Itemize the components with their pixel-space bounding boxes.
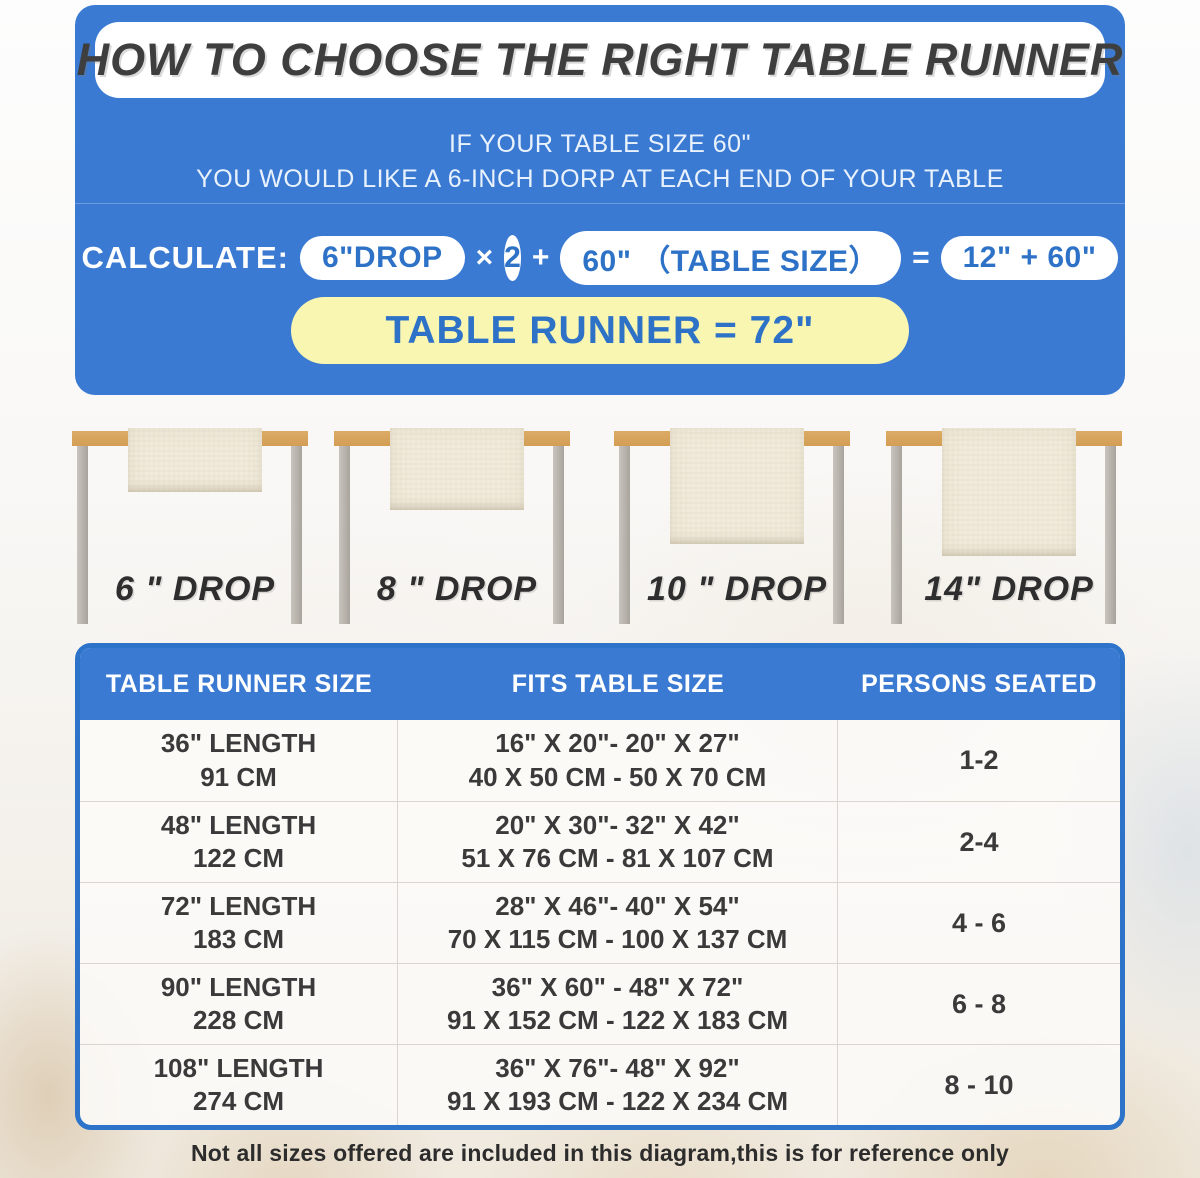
runner-size-inches: 108" LENGTH	[153, 1052, 324, 1083]
table-size-pill: 60" （TABLE SIZE）	[560, 231, 902, 285]
fits-size-cell: 36" X 76"- 48" X 92" 91 X 193 CM - 122 X…	[398, 1045, 838, 1125]
runner-size-cm: 91 CM	[200, 761, 277, 792]
table-row: 48" LENGTH 122 CM 20" X 30"- 32" X 42" 5…	[80, 801, 1120, 882]
fits-size-cell: 20" X 30"- 32" X 42" 51 X 76 CM - 81 X 1…	[398, 802, 838, 882]
instruction-banner: HOW TO CHOOSE THE RIGHT TABLE RUNNER IF …	[75, 5, 1125, 395]
title-box: HOW TO CHOOSE THE RIGHT TABLE RUNNER	[77, 22, 1122, 98]
table-figure-10-drop: 10 " DROP	[614, 420, 850, 632]
multiplier-circle: 2	[504, 235, 521, 281]
persons-seated-cell: 8 - 10	[944, 1069, 1014, 1100]
fits-size-inches: 36" X 76"- 48" X 92"	[495, 1052, 740, 1083]
drop-examples-section: 6 " DROP 8 " DROP 10 " DROP 14" DROP	[0, 420, 1200, 645]
table-figure-8-drop: 8 " DROP	[334, 420, 570, 632]
table-runner-cloth	[670, 428, 804, 544]
fits-size-cm: 91 X 152 CM - 122 X 183 CM	[446, 1005, 789, 1035]
fits-size-inches: 16" X 20"- 20" X 27"	[495, 728, 740, 759]
times-operator: ×	[475, 241, 494, 274]
runner-size-cm: 228 CM	[192, 1005, 285, 1035]
persons-seated-cell: 2-4	[959, 826, 999, 857]
table-leg-right	[291, 446, 302, 624]
table-row: 108" LENGTH 274 CM 36" X 76"- 48" X 92" …	[80, 1044, 1120, 1125]
drop-value-pill: 6"DROP	[300, 236, 465, 280]
size-chart-header: TABLE RUNNER SIZE FITS TABLE SIZE PERSON…	[80, 648, 1120, 720]
header-persons-seated: PERSONS SEATED	[861, 669, 1097, 698]
runner-size-cm: 183 CM	[192, 924, 285, 954]
fits-size-cell: 16" X 20"- 20" X 27" 40 X 50 CM - 50 X 7…	[398, 720, 838, 801]
equals-operator: =	[912, 241, 930, 274]
drop-label: 8 " DROP	[376, 570, 538, 608]
table-leg-left	[891, 446, 902, 624]
runner-size-cm: 122 CM	[192, 843, 285, 873]
persons-seated-cell: 4 - 6	[951, 907, 1007, 938]
table-leg-right	[833, 446, 844, 624]
size-chart: TABLE RUNNER SIZE FITS TABLE SIZE PERSON…	[75, 643, 1125, 1130]
drop-label: 10 " DROP	[646, 570, 828, 608]
table-runner-cloth	[128, 428, 262, 492]
runner-size-cell: 108" LENGTH 274 CM	[80, 1045, 398, 1125]
sum-pill: 12" + 60"	[940, 236, 1119, 280]
runner-size-cell: 36" LENGTH 91 CM	[80, 720, 398, 801]
runner-size-inches: 48" LENGTH	[160, 809, 317, 840]
runner-size-cell: 90" LENGTH 228 CM	[80, 964, 398, 1044]
table-row: 72" LENGTH 183 CM 28" X 46"- 40" X 54" 7…	[80, 882, 1120, 963]
runner-size-inches: 90" LENGTH	[160, 971, 317, 1002]
table-runner-result-pill: TABLE RUNNER = 72"	[291, 297, 909, 364]
fits-size-inches: 36" X 60" - 48" X 72"	[491, 971, 744, 1002]
size-chart-body: 36" LENGTH 91 CM 16" X 20"- 20" X 27" 40…	[80, 720, 1120, 1125]
plus-operator: +	[531, 241, 550, 274]
table-leg-right	[1105, 446, 1116, 624]
runner-size-inches: 72" LENGTH	[160, 890, 317, 921]
header-fits-table-size: FITS TABLE SIZE	[511, 669, 725, 698]
table-figure-6-drop: 6 " DROP	[72, 420, 308, 632]
table-figure-14-drop: 14" DROP	[886, 420, 1122, 632]
table-runner-cloth	[390, 428, 524, 510]
table-row: 36" LENGTH 91 CM 16" X 20"- 20" X 27" 40…	[80, 720, 1120, 801]
table-runner-cloth	[942, 428, 1076, 556]
table-leg-right	[553, 446, 564, 624]
header-table-runner-size: TABLE RUNNER SIZE	[105, 669, 373, 698]
fits-size-inches: 20" X 30"- 32" X 42"	[495, 809, 740, 840]
table-leg-left	[339, 446, 350, 624]
drop-label: 6 " DROP	[114, 570, 276, 608]
runner-size-cell: 72" LENGTH 183 CM	[80, 883, 398, 963]
footer-disclaimer: Not all sizes offered are included in th…	[190, 1140, 1010, 1166]
calculate-label: CALCULATE:	[81, 240, 289, 275]
runner-size-inches: 36" LENGTH	[160, 728, 317, 759]
runner-size-cell: 48" LENGTH 122 CM	[80, 802, 398, 882]
fits-size-cm: 70 X 115 CM - 100 X 137 CM	[447, 924, 788, 954]
drop-label: 14" DROP	[924, 570, 1094, 608]
fits-size-cm: 40 X 50 CM - 50 X 70 CM	[468, 761, 767, 792]
banner-divider	[75, 203, 1125, 204]
fits-size-cm: 51 X 76 CM - 81 X 107 CM	[461, 843, 774, 873]
persons-seated-cell: 1-2	[959, 745, 999, 776]
table-leg-left	[77, 446, 88, 624]
table-row: 90" LENGTH 228 CM 36" X 60" - 48" X 72" …	[80, 963, 1120, 1044]
calculation-row: CALCULATE: 6"DROP × 2 + 60" （TABLE SIZE）…	[81, 231, 1119, 285]
runner-size-cm: 274 CM	[192, 1086, 285, 1116]
subtitle-line-2: YOU WOULD LIKE A 6-INCH DORP AT EACH END…	[196, 165, 1004, 193]
persons-seated-cell: 6 - 8	[951, 988, 1007, 1019]
subtitle-line-1: IF YOUR TABLE SIZE 60"	[449, 130, 751, 158]
fits-size-inches: 28" X 46"- 40" X 54"	[495, 890, 740, 921]
table-leg-left	[619, 446, 630, 624]
fits-size-cm: 91 X 193 CM - 122 X 234 CM	[446, 1086, 789, 1116]
fits-size-cell: 36" X 60" - 48" X 72" 91 X 152 CM - 122 …	[398, 964, 838, 1044]
fits-size-cell: 28" X 46"- 40" X 54" 70 X 115 CM - 100 X…	[398, 883, 838, 963]
page-title: HOW TO CHOOSE THE RIGHT TABLE RUNNER	[76, 34, 1124, 85]
